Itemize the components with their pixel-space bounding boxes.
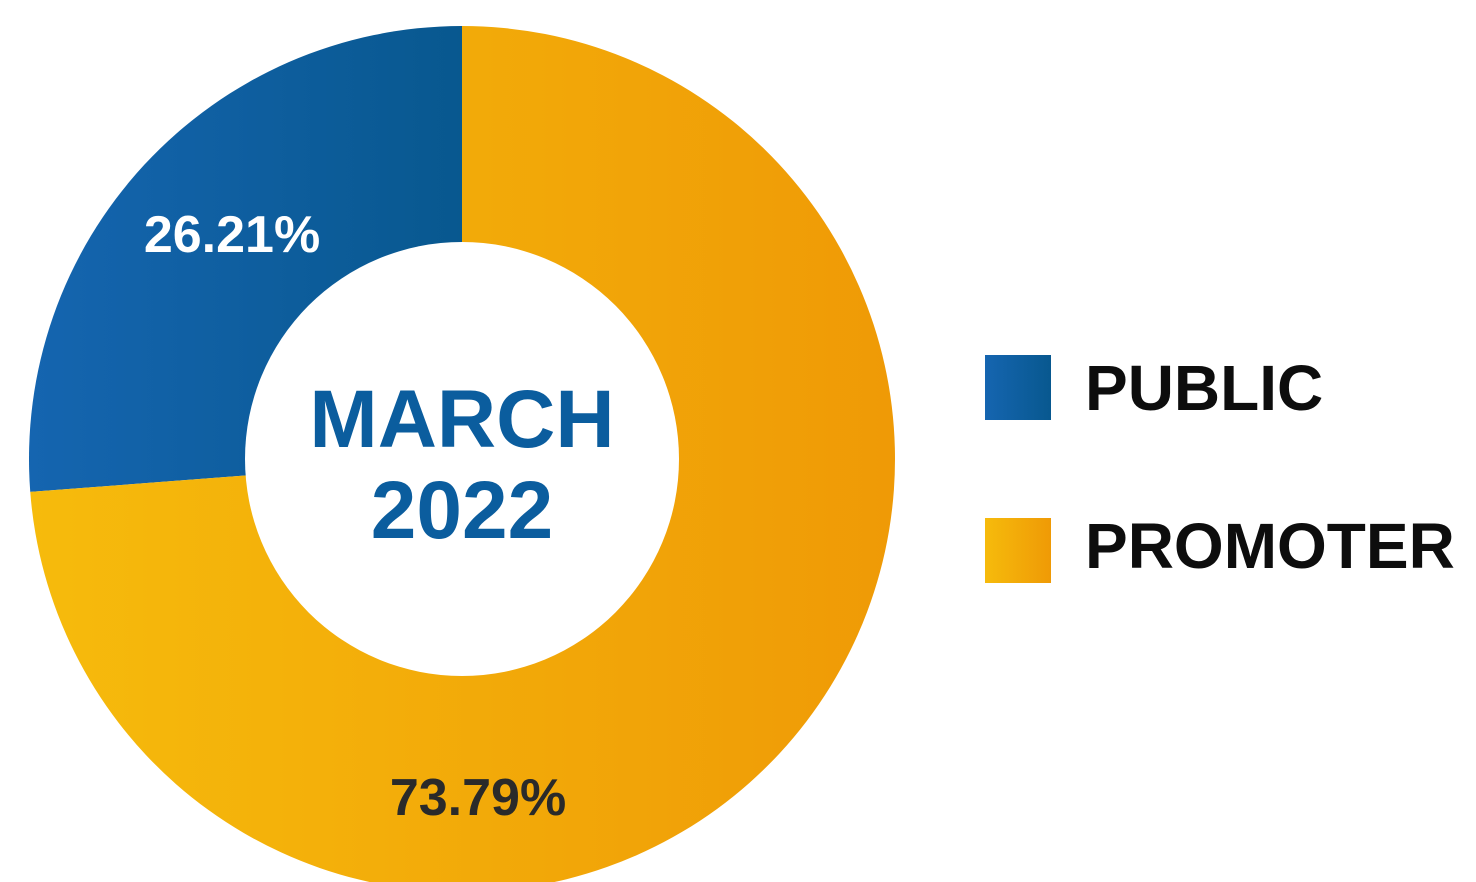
legend-label-public: PUBLIC	[1085, 352, 1323, 424]
slice-label-promoter: 73.79%	[390, 769, 566, 827]
donut-hole	[245, 242, 679, 676]
slice-label-public: 26.21%	[144, 206, 320, 264]
legend-label-promoter: PROMOTER	[1085, 510, 1455, 582]
legend-swatch-public	[985, 355, 1051, 420]
legend-swatch-promoter	[985, 518, 1051, 583]
legend: PUBLIC PROMOTER	[985, 352, 1455, 583]
center-label-month: MARCH	[309, 374, 614, 465]
center-label-year: 2022	[371, 465, 553, 556]
